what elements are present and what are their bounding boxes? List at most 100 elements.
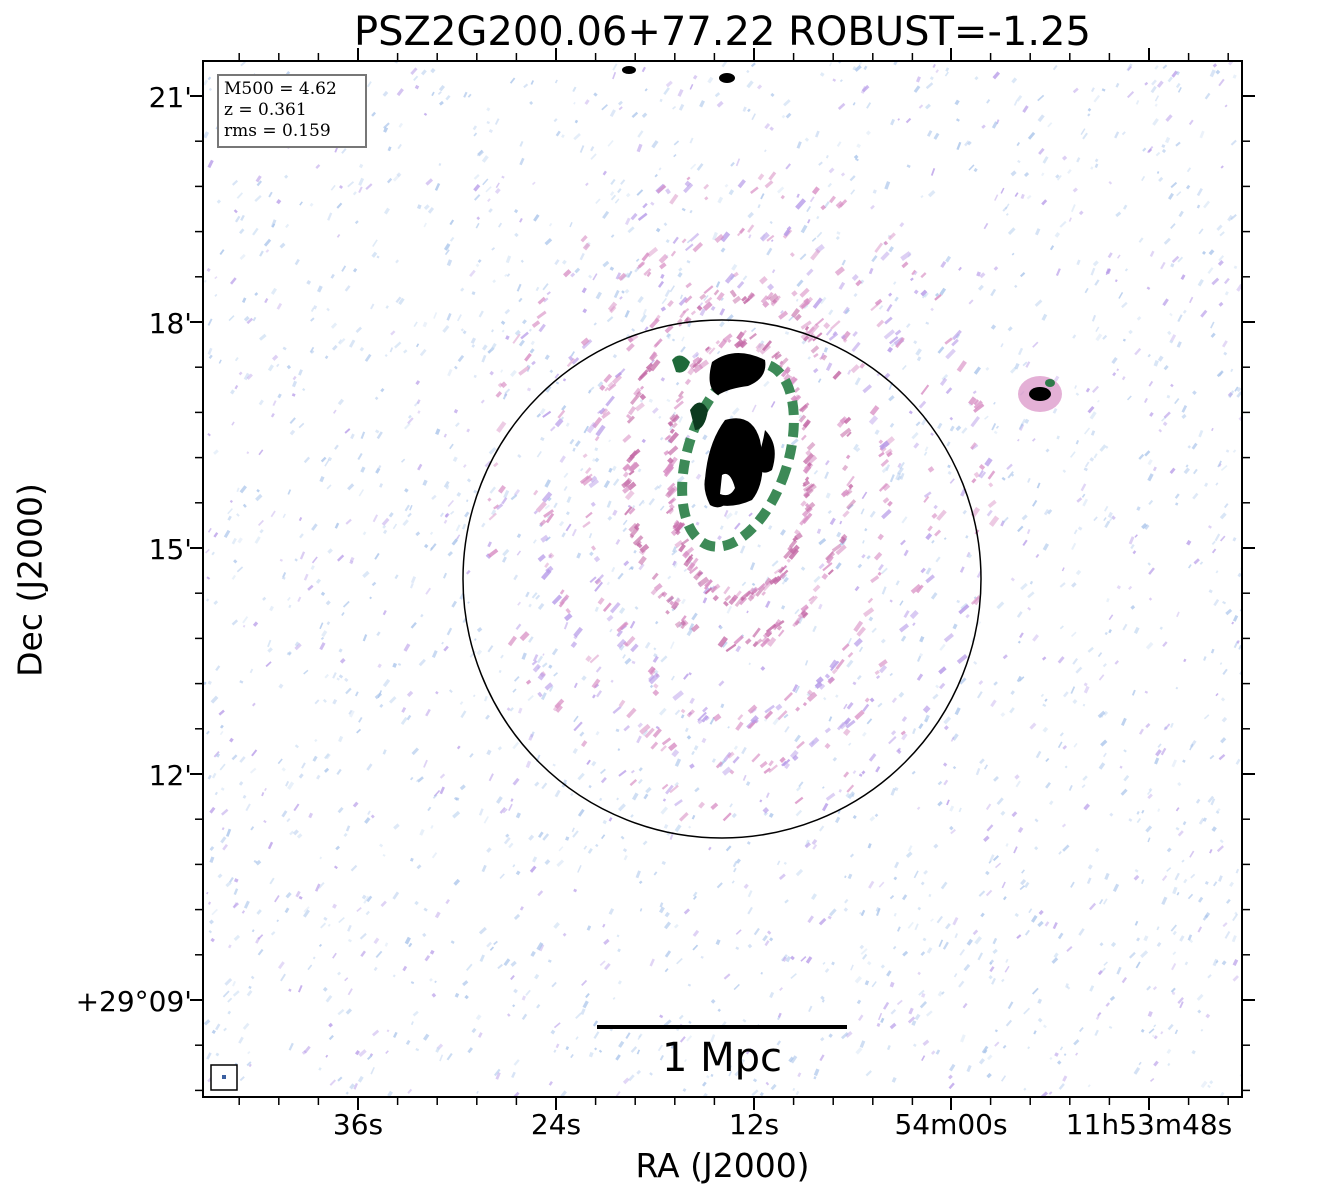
noise-speckle xyxy=(1161,416,1167,422)
noise-speckle xyxy=(1176,611,1180,618)
noise-speckle xyxy=(264,787,267,792)
noise-speckle xyxy=(536,655,544,664)
noise-speckle xyxy=(828,1033,833,1038)
noise-speckle xyxy=(1074,385,1078,389)
noise-speckle xyxy=(771,269,776,274)
noise-speckle xyxy=(1016,94,1023,102)
noise-speckle xyxy=(956,141,962,151)
noise-speckle xyxy=(1035,228,1041,236)
noise-speckle xyxy=(325,1054,329,1058)
noise-speckle xyxy=(654,173,658,178)
noise-speckle xyxy=(1076,259,1081,266)
noise-speckle xyxy=(1020,271,1026,278)
noise-speckle xyxy=(1052,922,1058,930)
noise-speckle xyxy=(1199,130,1205,139)
noise-speckle xyxy=(637,468,642,473)
noise-speckle xyxy=(683,673,689,680)
noise-speckle xyxy=(717,1008,721,1012)
noise-speckle xyxy=(759,1092,764,1097)
noise-speckle xyxy=(209,856,215,863)
noise-speckle xyxy=(525,591,530,598)
noise-speckle xyxy=(1017,525,1024,533)
noise-speckle xyxy=(473,489,478,494)
noise-speckle xyxy=(794,734,801,743)
noise-speckle xyxy=(353,268,358,273)
noise-speckle xyxy=(800,224,808,234)
noise-speckle xyxy=(565,523,572,532)
noise-speckle xyxy=(486,120,490,125)
noise-speckle xyxy=(1067,169,1072,175)
noise-speckle xyxy=(624,288,630,294)
ring-speckle xyxy=(841,643,850,651)
ring-speckle xyxy=(757,583,766,591)
noise-speckle xyxy=(888,395,895,402)
noise-speckle xyxy=(233,559,238,564)
ring-speckle xyxy=(900,730,906,736)
noise-speckle xyxy=(804,137,810,142)
noise-speckle xyxy=(536,450,542,458)
noise-speckle xyxy=(885,464,891,472)
ring-speckle xyxy=(507,635,517,647)
noise-speckle xyxy=(677,88,684,97)
noise-speckle xyxy=(553,118,558,123)
noise-speckle xyxy=(868,880,875,889)
ring-speckle xyxy=(667,445,679,456)
noise-speckle xyxy=(1114,660,1119,665)
ring-speckle xyxy=(627,461,639,473)
noise-speckle xyxy=(365,910,370,916)
ring-speckle xyxy=(778,566,785,574)
ring-speckle xyxy=(855,279,863,287)
noise-speckle xyxy=(941,991,945,995)
noise-speckle xyxy=(702,434,708,441)
noise-speckle xyxy=(327,923,331,927)
noise-speckle xyxy=(925,82,934,90)
noise-speckle xyxy=(893,876,898,881)
noise-speckle xyxy=(515,870,521,876)
noise-speckle xyxy=(678,1014,684,1020)
noise-speckle xyxy=(415,531,421,537)
noise-speckle xyxy=(636,143,643,153)
noise-speckle xyxy=(251,749,258,757)
noise-speckle xyxy=(208,87,213,92)
noise-speckle xyxy=(855,447,861,453)
noise-speckle xyxy=(441,641,444,645)
noise-speckle xyxy=(544,504,550,510)
noise-speckle xyxy=(294,258,300,266)
noise-speckle xyxy=(1018,347,1024,356)
noise-speckle xyxy=(435,428,441,435)
noise-speckle xyxy=(1020,193,1025,200)
noise-speckle xyxy=(1171,991,1176,996)
noise-speckle xyxy=(623,560,630,567)
noise-speckle xyxy=(1171,963,1177,971)
noise-speckle xyxy=(1189,296,1194,304)
noise-speckle xyxy=(327,548,333,554)
ring-speckle xyxy=(851,274,859,281)
noise-speckle xyxy=(508,803,513,812)
noise-speckle xyxy=(1169,312,1173,317)
noise-speckle xyxy=(1032,341,1039,348)
noise-speckle xyxy=(347,988,353,996)
noise-speckle xyxy=(356,728,362,734)
ring-speckle xyxy=(853,637,863,647)
noise-speckle xyxy=(760,666,766,671)
noise-speckle xyxy=(1089,985,1095,992)
noise-speckle xyxy=(303,1045,311,1054)
noise-speckle xyxy=(846,659,854,668)
noise-speckle xyxy=(593,92,598,97)
noise-speckle xyxy=(870,204,875,210)
noise-speckle xyxy=(1032,499,1038,507)
noise-speckle xyxy=(769,220,773,225)
noise-speckle xyxy=(985,889,993,897)
noise-speckle xyxy=(585,182,589,187)
noise-speckle xyxy=(358,1049,367,1058)
noise-speckle xyxy=(797,1072,802,1078)
noise-speckle xyxy=(1226,898,1231,904)
noise-speckle xyxy=(386,1029,390,1033)
noise-speckle xyxy=(303,573,309,581)
noise-speckle xyxy=(425,708,431,717)
noise-speckle xyxy=(1062,844,1070,852)
noise-speckle xyxy=(215,1052,220,1057)
ring-speckle xyxy=(601,410,611,419)
ring-speckle xyxy=(848,483,854,489)
noise-speckle xyxy=(1115,82,1120,88)
